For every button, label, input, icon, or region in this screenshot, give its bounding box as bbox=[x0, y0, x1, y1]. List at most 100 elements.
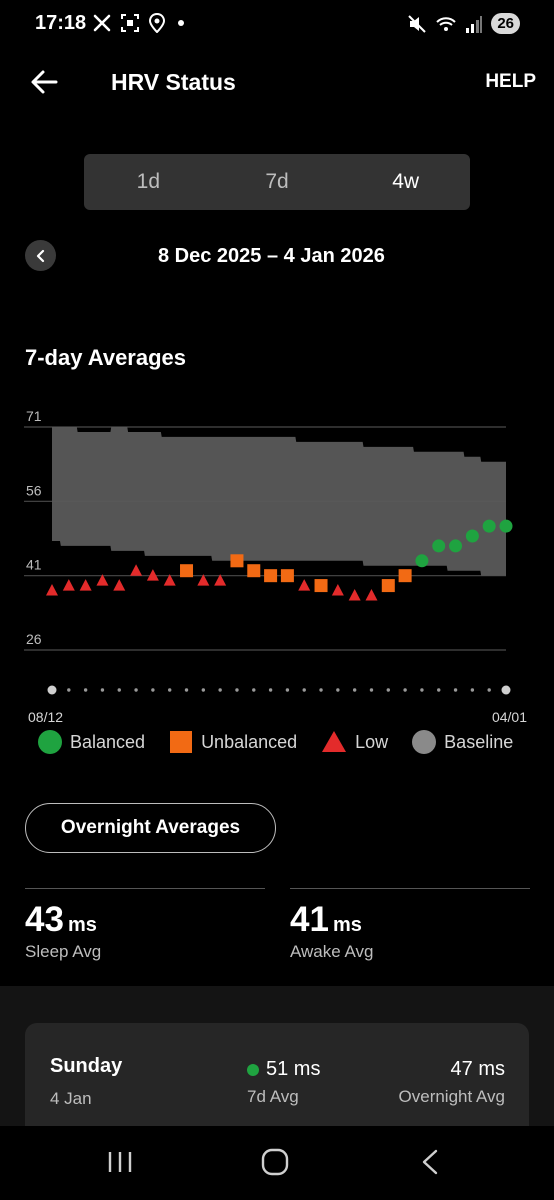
data-point-low bbox=[331, 584, 344, 596]
x-axis-dot bbox=[268, 688, 273, 692]
data-point-low bbox=[348, 588, 361, 601]
low-triangle-icon bbox=[322, 731, 347, 752]
data-point-low bbox=[113, 579, 126, 591]
seven-day-avg-value: 51 ms bbox=[266, 1058, 321, 1080]
y-tick-label: 26 bbox=[26, 631, 42, 647]
back-icon[interactable] bbox=[418, 1146, 442, 1178]
x-icon bbox=[93, 14, 111, 32]
battery-level: 26 bbox=[491, 13, 520, 34]
signal-icon bbox=[466, 15, 483, 33]
legend-label: Balanced bbox=[70, 731, 146, 752]
back-arrow-icon[interactable] bbox=[28, 66, 60, 98]
data-point-low bbox=[146, 569, 159, 581]
data-point-unbalanced bbox=[381, 579, 395, 593]
baseline-circle-icon bbox=[412, 730, 437, 754]
day-name: Sunday bbox=[50, 1055, 123, 1077]
overnight-avg-label: Overnight Avg bbox=[398, 1087, 505, 1106]
day-card[interactable]: Sunday 4 Jan 51 ms 7d Avg 47 ms Overnigh… bbox=[25, 1023, 529, 1128]
screenshot-icon bbox=[121, 14, 139, 32]
data-point-low bbox=[96, 574, 109, 586]
tab-4w[interactable]: 4w bbox=[392, 170, 420, 193]
x-axis-dot bbox=[403, 688, 407, 692]
awake-avg-value-row: 41 ms bbox=[290, 900, 530, 940]
data-point-low bbox=[62, 579, 75, 591]
balanced-circle-icon bbox=[38, 730, 62, 754]
recents-icon[interactable] bbox=[106, 1146, 134, 1178]
baseline-band bbox=[52, 427, 506, 576]
sleep-avg-stat: 43 ms Sleep Avg bbox=[25, 888, 265, 962]
data-point-balanced bbox=[449, 539, 463, 553]
data-point-low bbox=[46, 584, 58, 596]
unbalanced-square-icon bbox=[170, 731, 193, 753]
hrv-chart: 71 56 41 26 08/12 04/01 bbox=[24, 408, 527, 725]
legend-unbalanced: Unbalanced bbox=[169, 730, 297, 754]
sleep-avg-value: 43 bbox=[25, 900, 64, 939]
chart-legend: Balanced Unbalanced Low Baseline bbox=[38, 730, 537, 754]
y-tick-label: 41 bbox=[26, 557, 42, 573]
x-axis-dot bbox=[319, 688, 323, 692]
data-point-balanced bbox=[482, 519, 496, 533]
seven-day-avg-value-row: 51 ms bbox=[247, 1058, 320, 1081]
sleep-avg-unit: ms bbox=[67, 914, 97, 936]
data-point-low bbox=[365, 588, 378, 601]
divider bbox=[290, 888, 530, 889]
x-range-start-label: 08/12 bbox=[28, 709, 63, 725]
data-point-unbalanced bbox=[398, 569, 412, 583]
overnight-avg-value: 47 ms bbox=[450, 1058, 505, 1080]
previous-period-button[interactable] bbox=[25, 240, 56, 271]
x-axis-dot bbox=[420, 688, 424, 692]
x-axis-dot bbox=[134, 688, 138, 692]
data-point-low bbox=[197, 574, 210, 586]
x-axis-end-dot bbox=[501, 685, 511, 695]
x-axis-dot bbox=[67, 688, 71, 692]
data-point-balanced bbox=[432, 539, 446, 553]
data-point-unbalanced bbox=[180, 564, 194, 578]
tab-1d[interactable]: 1d bbox=[136, 170, 161, 193]
x-range-end-label: 04/01 bbox=[492, 709, 527, 725]
awake-avg-stat: 41 ms Awake Avg bbox=[290, 888, 530, 962]
status-left-icons bbox=[92, 13, 188, 33]
sleep-avg-value-row: 43 ms bbox=[25, 900, 265, 940]
system-nav-bar bbox=[0, 1126, 554, 1200]
date-range: 8 Dec 2025 – 4 Jan 2026 bbox=[158, 245, 385, 267]
data-point-balanced bbox=[465, 529, 479, 543]
data-point-balanced bbox=[499, 519, 513, 533]
x-axis-dot bbox=[437, 688, 441, 692]
awake-avg-unit: ms bbox=[332, 914, 362, 936]
data-point-unbalanced bbox=[314, 579, 328, 593]
x-axis-dot bbox=[117, 688, 121, 692]
mute-icon bbox=[408, 14, 427, 33]
x-axis-dot bbox=[352, 688, 357, 692]
status-bar: 17:18 26 bbox=[0, 0, 554, 50]
legend-baseline: Baseline bbox=[412, 730, 513, 754]
tab-7d[interactable]: 7d bbox=[265, 170, 289, 193]
legend-label: Low bbox=[355, 731, 389, 752]
dot-icon bbox=[178, 20, 184, 26]
overnight-avg: 47 ms Overnight Avg bbox=[399, 1058, 505, 1107]
seven-day-avg-label: 7d Avg bbox=[247, 1087, 299, 1106]
legend-low: Low bbox=[321, 730, 388, 754]
location-icon bbox=[148, 13, 166, 33]
wifi-icon bbox=[436, 16, 457, 31]
data-point-unbalanced bbox=[264, 569, 278, 583]
status-time: 17:18 bbox=[35, 12, 87, 34]
data-point-low bbox=[163, 574, 176, 586]
x-axis-dot bbox=[83, 688, 88, 692]
data-point-low bbox=[130, 564, 143, 576]
sleep-avg-label: Sleep Avg bbox=[25, 942, 102, 961]
x-axis-dot bbox=[302, 688, 306, 692]
data-point-low bbox=[298, 579, 311, 591]
balanced-dot-icon bbox=[247, 1063, 259, 1076]
x-axis-dot bbox=[369, 688, 374, 692]
x-axis-dot bbox=[336, 688, 340, 692]
chevron-left-icon bbox=[36, 249, 44, 262]
divider bbox=[25, 888, 265, 889]
seven-day-avg: 51 ms 7d Avg bbox=[247, 1058, 320, 1107]
x-axis-dot bbox=[487, 688, 491, 692]
home-icon[interactable] bbox=[260, 1146, 290, 1178]
overnight-averages-button[interactable]: Overnight Averages bbox=[25, 803, 276, 853]
help-button[interactable]: HELP bbox=[485, 71, 536, 92]
x-axis-dot bbox=[168, 688, 172, 692]
data-point-balanced bbox=[415, 554, 429, 568]
x-axis-dot bbox=[184, 688, 189, 692]
